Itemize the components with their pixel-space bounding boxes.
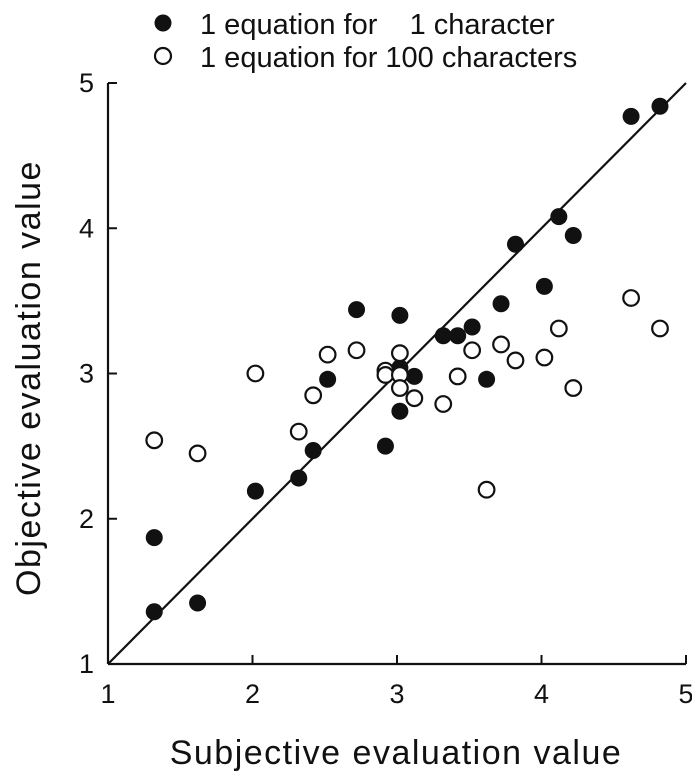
data-point-filled (391, 402, 409, 420)
data-point-open (390, 379, 409, 397)
x-tick-label: 4 (534, 679, 549, 709)
data-point-open (622, 289, 640, 307)
data-point-open (448, 367, 467, 386)
y-tick-label: 1 (79, 649, 94, 679)
data-point-filled (434, 327, 452, 345)
data-point-open (549, 319, 568, 338)
data-point-filled (651, 97, 669, 115)
data-point-filled (506, 235, 524, 253)
data-point-filled (463, 318, 481, 336)
x-axis-title: Subjective evaluation value (170, 734, 623, 772)
x-tick-label: 5 (678, 679, 692, 709)
data-point-open (492, 335, 510, 354)
data-point-filled (550, 208, 568, 226)
data-point-filled (622, 107, 640, 125)
data-point-filled (492, 295, 510, 313)
data-point-open (506, 351, 525, 370)
legend-item-open: 1 equation for 100 characters (153, 42, 577, 74)
data-point-open (434, 395, 453, 413)
data-point-filled (145, 529, 163, 547)
x-axis-ticks: 1 2 3 4 5 (100, 655, 692, 709)
x-tick-label: 1 (100, 679, 115, 709)
data-point-open (405, 389, 424, 408)
data-point-filled (304, 441, 322, 459)
data-point-open (376, 366, 395, 384)
legend-label-filled: 1 equation for 1 character (200, 9, 555, 41)
y-tick-label: 5 (79, 68, 94, 98)
data-point-filled (564, 227, 582, 245)
data-point-filled (449, 327, 467, 345)
legend-marker-open-circle (153, 46, 173, 66)
data-point-open (246, 364, 265, 383)
legend-item-filled: 1 equation for 1 character (154, 9, 555, 41)
legend: 1 equation for 1 character 1 equation fo… (153, 9, 577, 74)
data-point-filled (535, 277, 553, 295)
legend-marker-filled-circle (154, 14, 172, 32)
data-point-open (390, 344, 409, 363)
data-point-open (145, 431, 164, 450)
y-tick-label: 3 (79, 359, 94, 389)
y-tick-label: 4 (79, 213, 94, 243)
data-point-filled (290, 469, 308, 487)
data-point-open (304, 386, 323, 405)
data-point-open (347, 341, 366, 360)
data-point-filled (319, 370, 337, 388)
data-point-open (289, 422, 308, 441)
data-point-filled (478, 370, 496, 388)
data-points (145, 97, 669, 621)
y-tick-label: 2 (79, 504, 94, 534)
data-point-open (188, 444, 207, 463)
data-point-filled (348, 301, 366, 319)
data-point-filled (246, 482, 264, 500)
data-point-filled (391, 306, 409, 324)
legend-label-open: 1 equation for 100 characters (200, 42, 577, 74)
data-point-open (651, 319, 669, 338)
data-point-open (477, 480, 496, 499)
data-point-filled (189, 594, 207, 612)
data-point-filled (376, 437, 394, 455)
data-point-open (318, 345, 337, 364)
data-point-open (463, 341, 482, 360)
data-point-open (564, 379, 583, 397)
data-point-filled (145, 603, 163, 621)
x-tick-label: 3 (389, 679, 404, 709)
y-axis-title: Objective evaluation value (10, 160, 48, 596)
data-point-filled (405, 367, 423, 385)
data-point-open (535, 348, 554, 367)
y-axis-ticks: 1 2 3 4 5 (79, 68, 117, 679)
x-tick-label: 2 (245, 679, 260, 709)
